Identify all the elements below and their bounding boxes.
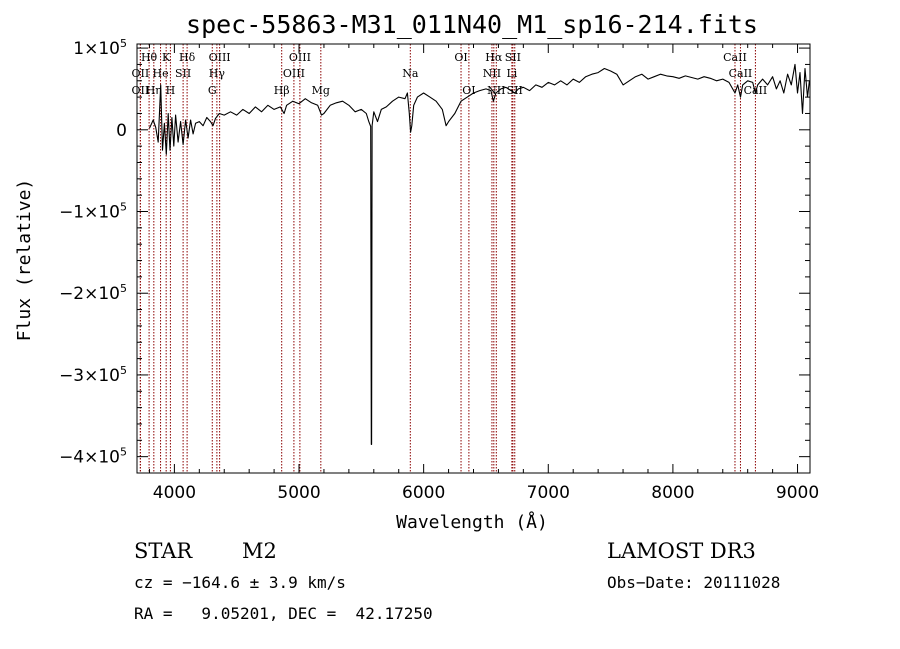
spectral-line-label-23: SII (505, 51, 521, 64)
spectral-line-markers (139, 44, 756, 473)
spectral-line-label-18: OI (462, 84, 475, 97)
redshift-velocity: cz = −164.6 ± 3.9 km/s (134, 573, 346, 592)
spectral-line-label-5: K (162, 51, 171, 64)
spectral-line-label-6: H (166, 84, 176, 97)
y-tick-label-3: −2×105 (59, 282, 127, 304)
observation-date: Obs−Date: 20111028 (607, 573, 781, 592)
spectral-line-labels: HθOIIOIIHηHeKHHδSIIGHγOIIIHβOIIIOIIIMgNa… (132, 51, 768, 97)
spectral-line-label-22: Li (506, 67, 517, 80)
spectral-line-label-27: CaII (744, 84, 768, 97)
spectral-line-label-10: Hγ (209, 67, 226, 80)
spectral-line-label-17: OI (454, 51, 467, 64)
spectral-line-label-19: NII (483, 67, 501, 80)
x-axis-label: Wavelength (Å) (396, 511, 548, 533)
series-flux-line (148, 63, 810, 445)
spectral-line-label-9: G (208, 84, 217, 97)
chart-title: spec-55863-M31_011N40_M1_sp16-214.fits (186, 10, 758, 39)
plot-frame (136, 43, 811, 474)
spectral-line-label-14: OIII (289, 51, 311, 64)
x-tick-label-1: 5000 (277, 483, 320, 503)
x-tick-label-2: 6000 (402, 483, 445, 503)
spectral-line-label-26: CaII (729, 67, 753, 80)
spectral-line-label-3: Hη (146, 84, 162, 97)
object-subclass: M2 (242, 539, 277, 563)
spectral-line-label-8: SII (175, 67, 191, 80)
spectral-line-label-13: OIII (283, 67, 305, 80)
survey-name: LAMOST DR3 (607, 539, 756, 563)
x-tick-label-4: 8000 (651, 483, 694, 503)
y-tick-label-4: −3×105 (59, 364, 127, 386)
spectral-line-label-7: Hδ (179, 51, 196, 64)
y-axis: 1×105 0 −1×105 −2×105 −3×105 −4×105 (59, 37, 810, 468)
spectral-line-label-25: CaII (723, 51, 747, 64)
series-layer (148, 63, 810, 445)
spectral-line-label-12: Hβ (274, 84, 290, 97)
coordinates: RA = 9.05201, DEC = 42.17250 (134, 604, 433, 623)
x-tick-label-5: 9000 (776, 483, 819, 503)
x-tick-label-0: 4000 (153, 483, 196, 503)
x-tick-label-3: 7000 (527, 483, 570, 503)
y-tick-label-5: −4×105 (59, 446, 127, 468)
spectral-line-label-20: Hα (485, 51, 503, 64)
object-class: STAR (134, 539, 193, 563)
spectral-line-label-11: OIII (209, 51, 231, 64)
y-tick-label-2: −1×105 (59, 201, 127, 223)
x-axis: 4000 5000 6000 7000 8000 9000 (148, 44, 819, 503)
y-axis-label: Flux (relative) (14, 179, 35, 342)
spectral-line-label-15: Mg (312, 84, 330, 97)
y-tick-label-0: 1×105 (73, 37, 127, 59)
spectral-line-label-1: OII (132, 67, 150, 80)
spectral-line-label-0: Hθ (141, 51, 158, 64)
y-tick-label-1: 0 (116, 121, 127, 141)
spectral-line-label-16: Na (402, 67, 419, 80)
spectral-line-label-2: OII (132, 84, 150, 97)
spectral-line-label-24: SII (507, 84, 523, 97)
spectral-line-label-4: He (153, 67, 169, 80)
